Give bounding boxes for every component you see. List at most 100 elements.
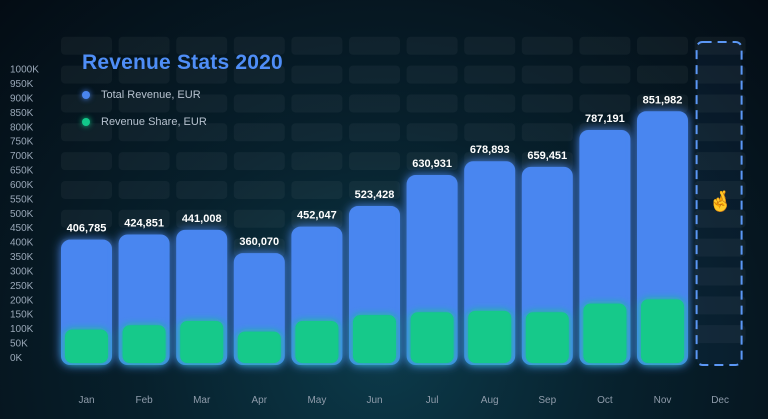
grid-cell (176, 180, 228, 199)
grid-cell (176, 36, 228, 55)
data-label: 441,008 (182, 213, 222, 225)
grid-cell (291, 180, 343, 199)
y-tick-label: 100K (10, 324, 34, 335)
data-label: 630,931 (412, 158, 452, 170)
x-tick-label: Apr (252, 395, 268, 406)
y-tick-label: 450K (10, 223, 34, 234)
bar-revenue-share (353, 315, 396, 363)
grid-cell (637, 94, 688, 113)
grid-cell (406, 65, 458, 84)
bar-revenue-share (641, 299, 684, 363)
grid-cell (521, 94, 573, 113)
grid-cell (349, 94, 400, 113)
legend-label-total-revenue: Total Revenue, EUR (101, 89, 201, 101)
x-tick-label: Aug (481, 395, 499, 406)
x-tick-label: May (307, 395, 326, 406)
grid-cell (349, 65, 400, 84)
y-tick-label: 800K (10, 122, 34, 133)
grid-cell (118, 65, 170, 84)
data-labels: 406,785 424,851 441,008 360,070 452,047 523,4… (67, 94, 683, 248)
grid-cell (176, 152, 228, 171)
data-label: 452,047 (297, 210, 337, 222)
grid-cell (521, 123, 573, 142)
grid-cell (291, 123, 343, 142)
grid-cell (61, 209, 112, 228)
crossed-fingers-icon: 🤞 (708, 191, 733, 213)
y-tick-label: 500K (10, 209, 34, 220)
bar-revenue-share (295, 320, 339, 363)
grid-cell (61, 94, 112, 113)
y-tick-label: 550K (10, 194, 34, 205)
grid-cell (233, 123, 285, 142)
data-label: 787,191 (585, 113, 625, 125)
grid-cell (291, 152, 343, 171)
grid-cell (118, 152, 170, 171)
x-tick-label: Sep (538, 395, 556, 406)
grid-cell (464, 65, 516, 84)
grid-cell (118, 180, 170, 199)
data-label: 406,785 (67, 223, 107, 235)
bar-revenue-share (65, 329, 108, 363)
grid-cell (61, 123, 112, 142)
grid-cell (694, 180, 746, 199)
grid-cell (637, 65, 688, 84)
grid-cell (694, 267, 746, 286)
grid-cell (406, 36, 458, 55)
grid-cell (406, 152, 458, 171)
data-label: 678,893 (470, 144, 510, 156)
data-label: 851,982 (643, 94, 683, 106)
y-tick-label: 700K (10, 151, 34, 162)
grid-cell (464, 36, 516, 55)
grid-cell (233, 180, 285, 199)
bar-revenue-share (180, 320, 224, 363)
grid-cell (464, 123, 516, 142)
grid-cell (694, 123, 746, 142)
grid-cell (291, 65, 343, 84)
grid-cell (176, 65, 228, 84)
grid-cell (233, 209, 285, 228)
x-axis: Jan Feb Mar Apr May Jun Jul Aug Sep Oct Nov Dec (78, 395, 729, 406)
chart-title: Revenue Stats 2020 (82, 51, 283, 74)
grid-cell (291, 94, 343, 113)
grid-cell (118, 123, 170, 142)
grid-cell (694, 238, 746, 257)
legend-label-revenue-share: Revenue Share, EUR (101, 116, 207, 128)
bar-revenue-share (525, 312, 569, 363)
x-tick-label: Dec (711, 395, 729, 406)
y-tick-label: 350K (10, 252, 34, 263)
y-tick-label: 950K (10, 79, 34, 90)
bar-revenue-share (410, 312, 454, 363)
bar-revenue-share (468, 310, 512, 363)
grid-cell (291, 209, 343, 228)
grid-cell (176, 94, 228, 113)
legend-item-revenue-share: Revenue Share, EUR (82, 116, 207, 128)
grid-cell (349, 123, 400, 142)
y-tick-label: 0K (10, 353, 23, 364)
y-tick-label: 850K (10, 108, 34, 119)
y-tick-label: 600K (10, 180, 34, 191)
y-tick-label: 300K (10, 266, 34, 277)
y-tick-label: 50K (10, 339, 28, 350)
grid-cell (61, 36, 112, 55)
x-tick-label: Jul (426, 395, 439, 406)
x-tick-label: Jun (366, 395, 382, 406)
grid-cell (694, 296, 746, 315)
y-axis: 0K 50K 100K 150K 200K 250K 300K 350K 400K 450K 500… (10, 65, 39, 364)
grid-cell (233, 94, 285, 113)
grid-cell (579, 65, 631, 84)
y-tick-label: 200K (10, 295, 34, 306)
y-tick-label: 1000K (10, 65, 39, 76)
y-tick-label: 400K (10, 238, 34, 249)
x-tick-label: Nov (654, 395, 672, 406)
grid-cell (176, 123, 228, 142)
data-label: 659,451 (527, 150, 567, 162)
y-tick-label: 900K (10, 93, 34, 104)
grid-cell (349, 152, 400, 171)
grid-cell (176, 209, 228, 228)
grid-cell (579, 36, 631, 55)
bar-revenue-share (583, 303, 627, 363)
grid-cell (521, 152, 573, 171)
grid-cell (694, 94, 746, 113)
y-tick-label: 750K (10, 137, 34, 148)
grid-cell (118, 94, 170, 113)
